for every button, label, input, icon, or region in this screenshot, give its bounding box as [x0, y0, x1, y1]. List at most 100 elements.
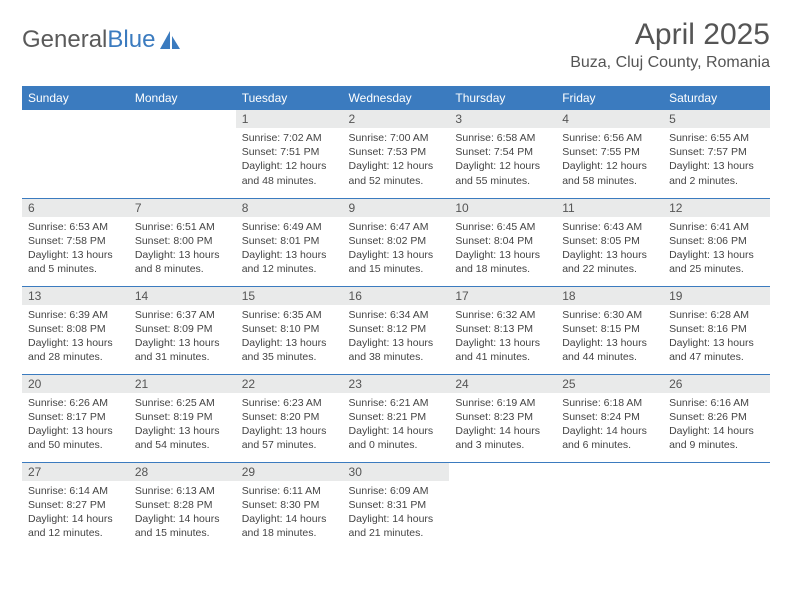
- day-cell: 1Sunrise: 7:02 AMSunset: 7:51 PMDaylight…: [236, 110, 343, 198]
- day-number: 19: [663, 287, 770, 305]
- day-data: Sunrise: 6:51 AMSunset: 8:00 PMDaylight:…: [129, 217, 236, 280]
- empty-cell: [449, 462, 556, 550]
- day-data: Sunrise: 6:26 AMSunset: 8:17 PMDaylight:…: [22, 393, 129, 456]
- day-data: Sunrise: 6:43 AMSunset: 8:05 PMDaylight:…: [556, 217, 663, 280]
- day-header: Thursday: [449, 86, 556, 110]
- logo: GeneralBlue: [22, 18, 181, 54]
- day-number: 10: [449, 199, 556, 217]
- day-data: Sunrise: 6:21 AMSunset: 8:21 PMDaylight:…: [343, 393, 450, 456]
- day-cell: 11Sunrise: 6:43 AMSunset: 8:05 PMDayligh…: [556, 198, 663, 286]
- day-data: Sunrise: 6:23 AMSunset: 8:20 PMDaylight:…: [236, 393, 343, 456]
- day-data: Sunrise: 7:00 AMSunset: 7:53 PMDaylight:…: [343, 128, 450, 191]
- day-number: 1: [236, 110, 343, 128]
- day-data: Sunrise: 6:09 AMSunset: 8:31 PMDaylight:…: [343, 481, 450, 544]
- empty-cell: [129, 110, 236, 198]
- day-number: 15: [236, 287, 343, 305]
- day-data: Sunrise: 6:58 AMSunset: 7:54 PMDaylight:…: [449, 128, 556, 191]
- day-cell: 20Sunrise: 6:26 AMSunset: 8:17 PMDayligh…: [22, 374, 129, 462]
- day-cell: 12Sunrise: 6:41 AMSunset: 8:06 PMDayligh…: [663, 198, 770, 286]
- day-data: Sunrise: 6:49 AMSunset: 8:01 PMDaylight:…: [236, 217, 343, 280]
- day-cell: 8Sunrise: 6:49 AMSunset: 8:01 PMDaylight…: [236, 198, 343, 286]
- day-header: Wednesday: [343, 86, 450, 110]
- logo-text-1: General: [22, 26, 107, 54]
- day-cell: 21Sunrise: 6:25 AMSunset: 8:19 PMDayligh…: [129, 374, 236, 462]
- day-data: Sunrise: 6:11 AMSunset: 8:30 PMDaylight:…: [236, 481, 343, 544]
- day-data: Sunrise: 6:53 AMSunset: 7:58 PMDaylight:…: [22, 217, 129, 280]
- day-cell: 6Sunrise: 6:53 AMSunset: 7:58 PMDaylight…: [22, 198, 129, 286]
- day-number: 14: [129, 287, 236, 305]
- empty-cell: [663, 462, 770, 550]
- title-month: April 2025: [570, 18, 770, 52]
- day-number: 27: [22, 463, 129, 481]
- day-number: 25: [556, 375, 663, 393]
- day-data: Sunrise: 6:35 AMSunset: 8:10 PMDaylight:…: [236, 305, 343, 368]
- day-header: Tuesday: [236, 86, 343, 110]
- day-data: Sunrise: 6:41 AMSunset: 8:06 PMDaylight:…: [663, 217, 770, 280]
- day-cell: 26Sunrise: 6:16 AMSunset: 8:26 PMDayligh…: [663, 374, 770, 462]
- day-data: Sunrise: 6:39 AMSunset: 8:08 PMDaylight:…: [22, 305, 129, 368]
- day-data: Sunrise: 6:14 AMSunset: 8:27 PMDaylight:…: [22, 481, 129, 544]
- day-cell: 23Sunrise: 6:21 AMSunset: 8:21 PMDayligh…: [343, 374, 450, 462]
- day-data: Sunrise: 6:28 AMSunset: 8:16 PMDaylight:…: [663, 305, 770, 368]
- day-number: 11: [556, 199, 663, 217]
- day-cell: 30Sunrise: 6:09 AMSunset: 8:31 PMDayligh…: [343, 462, 450, 550]
- day-header: Sunday: [22, 86, 129, 110]
- day-data: Sunrise: 6:37 AMSunset: 8:09 PMDaylight:…: [129, 305, 236, 368]
- day-header: Monday: [129, 86, 236, 110]
- day-number: 13: [22, 287, 129, 305]
- day-number: 29: [236, 463, 343, 481]
- day-cell: 24Sunrise: 6:19 AMSunset: 8:23 PMDayligh…: [449, 374, 556, 462]
- day-number: 2: [343, 110, 450, 128]
- day-number: 5: [663, 110, 770, 128]
- day-number: 12: [663, 199, 770, 217]
- day-number: 6: [22, 199, 129, 217]
- empty-cell: [22, 110, 129, 198]
- day-number: 26: [663, 375, 770, 393]
- title-block: April 2025 Buza, Cluj County, Romania: [570, 18, 770, 72]
- day-number: 20: [22, 375, 129, 393]
- calendar-table: SundayMondayTuesdayWednesdayThursdayFrid…: [22, 86, 770, 550]
- calendar-page: GeneralBlue April 2025 Buza, Cluj County…: [0, 0, 792, 550]
- day-data: Sunrise: 6:55 AMSunset: 7:57 PMDaylight:…: [663, 128, 770, 191]
- day-number: 23: [343, 375, 450, 393]
- day-number: 7: [129, 199, 236, 217]
- day-cell: 22Sunrise: 6:23 AMSunset: 8:20 PMDayligh…: [236, 374, 343, 462]
- day-data: Sunrise: 6:56 AMSunset: 7:55 PMDaylight:…: [556, 128, 663, 191]
- day-cell: 2Sunrise: 7:00 AMSunset: 7:53 PMDaylight…: [343, 110, 450, 198]
- day-number: 28: [129, 463, 236, 481]
- day-number: 24: [449, 375, 556, 393]
- day-data: Sunrise: 7:02 AMSunset: 7:51 PMDaylight:…: [236, 128, 343, 191]
- day-data: Sunrise: 6:47 AMSunset: 8:02 PMDaylight:…: [343, 217, 450, 280]
- day-cell: 9Sunrise: 6:47 AMSunset: 8:02 PMDaylight…: [343, 198, 450, 286]
- day-number: 30: [343, 463, 450, 481]
- day-cell: 17Sunrise: 6:32 AMSunset: 8:13 PMDayligh…: [449, 286, 556, 374]
- day-data: Sunrise: 6:19 AMSunset: 8:23 PMDaylight:…: [449, 393, 556, 456]
- week-row: 27Sunrise: 6:14 AMSunset: 8:27 PMDayligh…: [22, 462, 770, 550]
- logo-sail-icon: [159, 30, 181, 50]
- day-data: Sunrise: 6:34 AMSunset: 8:12 PMDaylight:…: [343, 305, 450, 368]
- calendar-body: 1Sunrise: 7:02 AMSunset: 7:51 PMDaylight…: [22, 110, 770, 550]
- day-data: Sunrise: 6:32 AMSunset: 8:13 PMDaylight:…: [449, 305, 556, 368]
- day-data: Sunrise: 6:18 AMSunset: 8:24 PMDaylight:…: [556, 393, 663, 456]
- day-number: 18: [556, 287, 663, 305]
- day-cell: 10Sunrise: 6:45 AMSunset: 8:04 PMDayligh…: [449, 198, 556, 286]
- day-cell: 25Sunrise: 6:18 AMSunset: 8:24 PMDayligh…: [556, 374, 663, 462]
- day-number: 17: [449, 287, 556, 305]
- header: GeneralBlue April 2025 Buza, Cluj County…: [22, 18, 770, 72]
- day-data: Sunrise: 6:45 AMSunset: 8:04 PMDaylight:…: [449, 217, 556, 280]
- calendar-head: SundayMondayTuesdayWednesdayThursdayFrid…: [22, 86, 770, 110]
- day-cell: 16Sunrise: 6:34 AMSunset: 8:12 PMDayligh…: [343, 286, 450, 374]
- day-data: Sunrise: 6:30 AMSunset: 8:15 PMDaylight:…: [556, 305, 663, 368]
- day-cell: 18Sunrise: 6:30 AMSunset: 8:15 PMDayligh…: [556, 286, 663, 374]
- week-row: 6Sunrise: 6:53 AMSunset: 7:58 PMDaylight…: [22, 198, 770, 286]
- day-header: Saturday: [663, 86, 770, 110]
- day-cell: 4Sunrise: 6:56 AMSunset: 7:55 PMDaylight…: [556, 110, 663, 198]
- day-cell: 28Sunrise: 6:13 AMSunset: 8:28 PMDayligh…: [129, 462, 236, 550]
- day-number: 21: [129, 375, 236, 393]
- day-data: Sunrise: 6:16 AMSunset: 8:26 PMDaylight:…: [663, 393, 770, 456]
- day-number: 8: [236, 199, 343, 217]
- day-number: 3: [449, 110, 556, 128]
- empty-cell: [556, 462, 663, 550]
- day-number: 22: [236, 375, 343, 393]
- day-data: Sunrise: 6:13 AMSunset: 8:28 PMDaylight:…: [129, 481, 236, 544]
